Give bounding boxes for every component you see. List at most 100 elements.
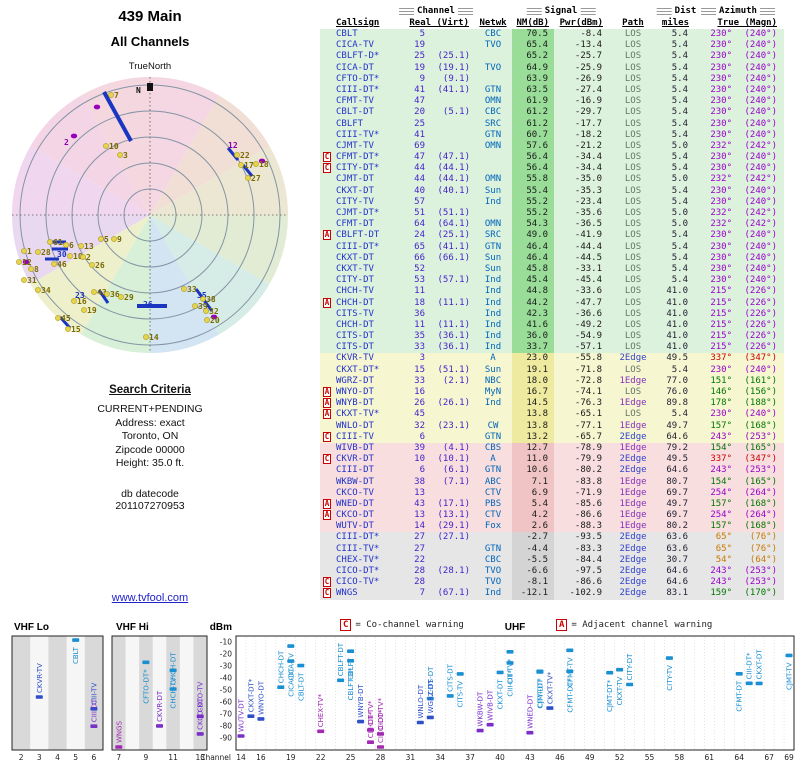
radar-wedge [150, 95, 270, 215]
network [474, 532, 512, 543]
virtual-channel: (11.1) [437, 297, 470, 308]
noise-margin: 64.9 [512, 62, 554, 74]
col-real-virt: Real (Virt) [409, 18, 469, 28]
warning-cell: A [320, 230, 334, 241]
virtual-channel [428, 119, 474, 130]
noise-margin: 61.2 [512, 118, 554, 130]
azimuth-true: 232° [710, 140, 732, 151]
network: CBC [484, 29, 502, 39]
spectrum-marker [287, 644, 295, 648]
network [474, 74, 512, 85]
network: CBS [484, 442, 502, 453]
channel-tick-label: 52 [615, 753, 625, 762]
callsign: CKXT-DT [336, 185, 374, 196]
network: Ind [484, 398, 502, 409]
azimuth-true: 215° [710, 342, 732, 353]
radar-ring [45, 110, 255, 320]
channel-tick-label: 31 [406, 753, 416, 762]
spectrum-station-label: CFMT-DT* [566, 678, 574, 713]
virtual-channel [428, 387, 474, 398]
radar-station-dot [21, 248, 27, 254]
power-dbm: -16.9 [574, 96, 602, 107]
network: ABC [484, 476, 502, 487]
real-channel: 39 [414, 442, 425, 453]
dbm-tick-label: -70 [220, 710, 232, 719]
warning-cell [320, 555, 334, 566]
azimuth-magnetic: (240°) [744, 230, 777, 241]
radar-signal-bar [226, 147, 240, 161]
network: Ind [484, 275, 502, 286]
radar-wedge [81, 215, 150, 353]
table-row: CJMT-DT 44 (44.1) OMN 55.8 -35.0 LOS 5.0 232° (24… [320, 174, 784, 186]
spectrum-station-label: CICO-DT* [377, 709, 385, 743]
azimuth-true: 178° [710, 398, 732, 409]
virtual-channel [428, 544, 474, 555]
radar-wedge [81, 77, 150, 215]
noise-margin: 70.5 [512, 29, 554, 41]
radar-channel-label: 17 [244, 161, 254, 170]
power-dbm: -93.5 [574, 532, 602, 543]
radar-station-dot [63, 242, 69, 248]
distance-miles: 5.4 [671, 241, 688, 252]
table-row: A CKXT-TV* 45 13.8 -65.1 LOS 5.4 230° (240°) [320, 409, 784, 421]
spectrum-station-label: CIII-DT* [507, 669, 515, 696]
path: LOS [624, 286, 642, 297]
radar-channel-label: 7 [114, 91, 119, 100]
spectrum-marker [486, 722, 494, 727]
adjacent-channel-warning-icon: A [322, 297, 332, 308]
table-row: CICA-DT 19 (19.1) TVO 64.9 -25.9 LOS 5.4 230° (24… [320, 62, 784, 74]
spectrum-marker [347, 649, 355, 653]
path: 1Edge [619, 521, 647, 532]
radar-channel-label: 61 [53, 238, 63, 247]
network: SRC [484, 230, 502, 241]
azimuth-true: 230° [710, 163, 732, 174]
radar-wedge [150, 215, 288, 284]
callsign: WKBW-DT [336, 476, 374, 487]
radar-channel-label: 43 [97, 288, 107, 297]
table-row: CIII-DT 6 (6.1) GTN 10.6 -80.2 2Edge 64.6 243° (2… [320, 465, 784, 477]
channel-tick-label: 55 [645, 753, 655, 762]
report-title: 439 Main [118, 8, 182, 25]
spectrum-marker [90, 724, 98, 728]
distance-miles: 83.1 [666, 588, 688, 599]
virtual-channel: (41.1) [437, 84, 470, 95]
azimuth-magnetic: (264°) [744, 510, 777, 521]
table-row: CBLT-DT 20 (5.1) CBC 61.2 -29.7 LOS 5.4 230° (240… [320, 107, 784, 119]
spectrum-station-label: CBLT-DT [297, 672, 305, 701]
radar-station-dot [55, 315, 61, 321]
callsign: CITY-TV [336, 196, 374, 207]
radar-station-dot [203, 308, 209, 314]
power-dbm: -71.8 [574, 364, 602, 375]
spectrum-marker [566, 669, 574, 674]
callsign: CJMT-TV [336, 140, 374, 151]
azimuth-true: 230° [710, 409, 732, 420]
real-channel: 28 [414, 566, 425, 576]
callsign: WNLO-DT [336, 420, 374, 431]
warning-cell [320, 63, 334, 74]
distance-miles: 5.4 [671, 263, 688, 274]
distance-miles: 5.4 [671, 62, 688, 73]
azimuth-true: 230° [710, 185, 732, 196]
radar-channel-label: 29 [124, 293, 134, 302]
real-channel: 9 [419, 73, 425, 84]
network: CTV [484, 510, 502, 521]
azimuth-magnetic: (226°) [744, 319, 777, 330]
table-row: CIII-DT* 27 (27.1) -2.7 -93.5 2Edge 63.6 65° (76… [320, 532, 784, 544]
warning-cell [320, 275, 334, 286]
path: LOS [624, 84, 642, 95]
channel-tick-label: 46 [555, 753, 565, 762]
real-channel: 47 [414, 152, 425, 163]
tvfool-link[interactable]: www.tvfool.com [111, 592, 189, 604]
noise-margin: 42.3 [512, 308, 554, 320]
spectrum-marker [606, 670, 614, 675]
radar-station-dot [245, 175, 251, 181]
real-channel: 53 [414, 275, 425, 286]
power-dbm: -57.1 [574, 342, 602, 353]
band-panel [11, 635, 104, 751]
distance-miles: 64.6 [666, 577, 688, 588]
path: LOS [624, 208, 642, 218]
spectrum-station-label: CITS-DT [447, 663, 455, 692]
spectrum-marker [277, 685, 285, 689]
radar-channel-label: 33 [187, 285, 197, 294]
azimuth-true: 232° [710, 219, 732, 230]
